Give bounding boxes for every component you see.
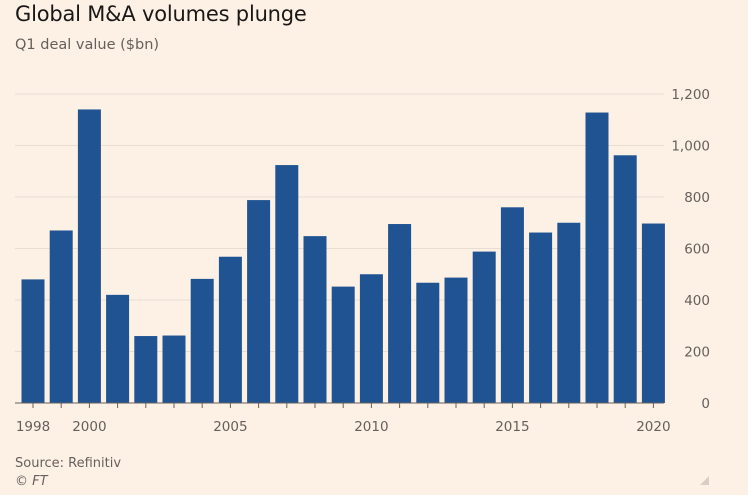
bar [218, 256, 242, 403]
x-axis [15, 402, 664, 408]
bar [585, 112, 609, 403]
bar [641, 223, 665, 403]
y-axis-labels: 0 200 400 600 800 1,000 1,200 [671, 87, 710, 412]
bar [275, 165, 299, 403]
x-tick-label: 2005 [213, 419, 247, 435]
ft-credit: © FT [15, 474, 48, 489]
y-tick-label: 0 [701, 396, 710, 412]
y-tick-label: 1,000 [671, 139, 710, 155]
x-tick-label: 2015 [495, 419, 529, 435]
y-tick-label: 800 [684, 190, 710, 206]
y-tick-label: 1,200 [671, 87, 710, 103]
source-note: Source: Refinitiv [15, 456, 122, 471]
bar [472, 251, 496, 403]
bar [388, 224, 412, 403]
y-tick-label: 200 [684, 345, 710, 361]
x-axis-labels: 1998 2000 2005 2010 2015 2020 [16, 419, 671, 435]
bar [557, 222, 581, 403]
bar [444, 277, 468, 403]
chart-title: Global M&A volumes plunge [15, 2, 307, 26]
bar [416, 282, 440, 403]
bars [21, 109, 665, 403]
bar [134, 336, 158, 403]
bar [106, 294, 130, 403]
bar [500, 207, 524, 403]
bar [247, 200, 271, 403]
resize-corner-icon [700, 476, 709, 485]
x-tick-label: 2020 [636, 419, 670, 435]
bar [21, 279, 45, 403]
x-tick-label: 2000 [72, 419, 106, 435]
bar [529, 232, 553, 403]
bar [49, 230, 73, 403]
x-tick-label: 2010 [354, 419, 388, 435]
y-tick-label: 600 [684, 242, 710, 258]
bar [613, 155, 637, 403]
bar [359, 274, 383, 403]
bar [331, 286, 355, 403]
bar [77, 109, 101, 403]
bar [190, 278, 214, 403]
bar [162, 335, 186, 403]
chart-subtitle: Q1 deal value ($bn) [15, 37, 160, 53]
bar [303, 236, 327, 403]
y-tick-label: 400 [684, 293, 710, 309]
x-tick-label: 1998 [16, 419, 50, 435]
